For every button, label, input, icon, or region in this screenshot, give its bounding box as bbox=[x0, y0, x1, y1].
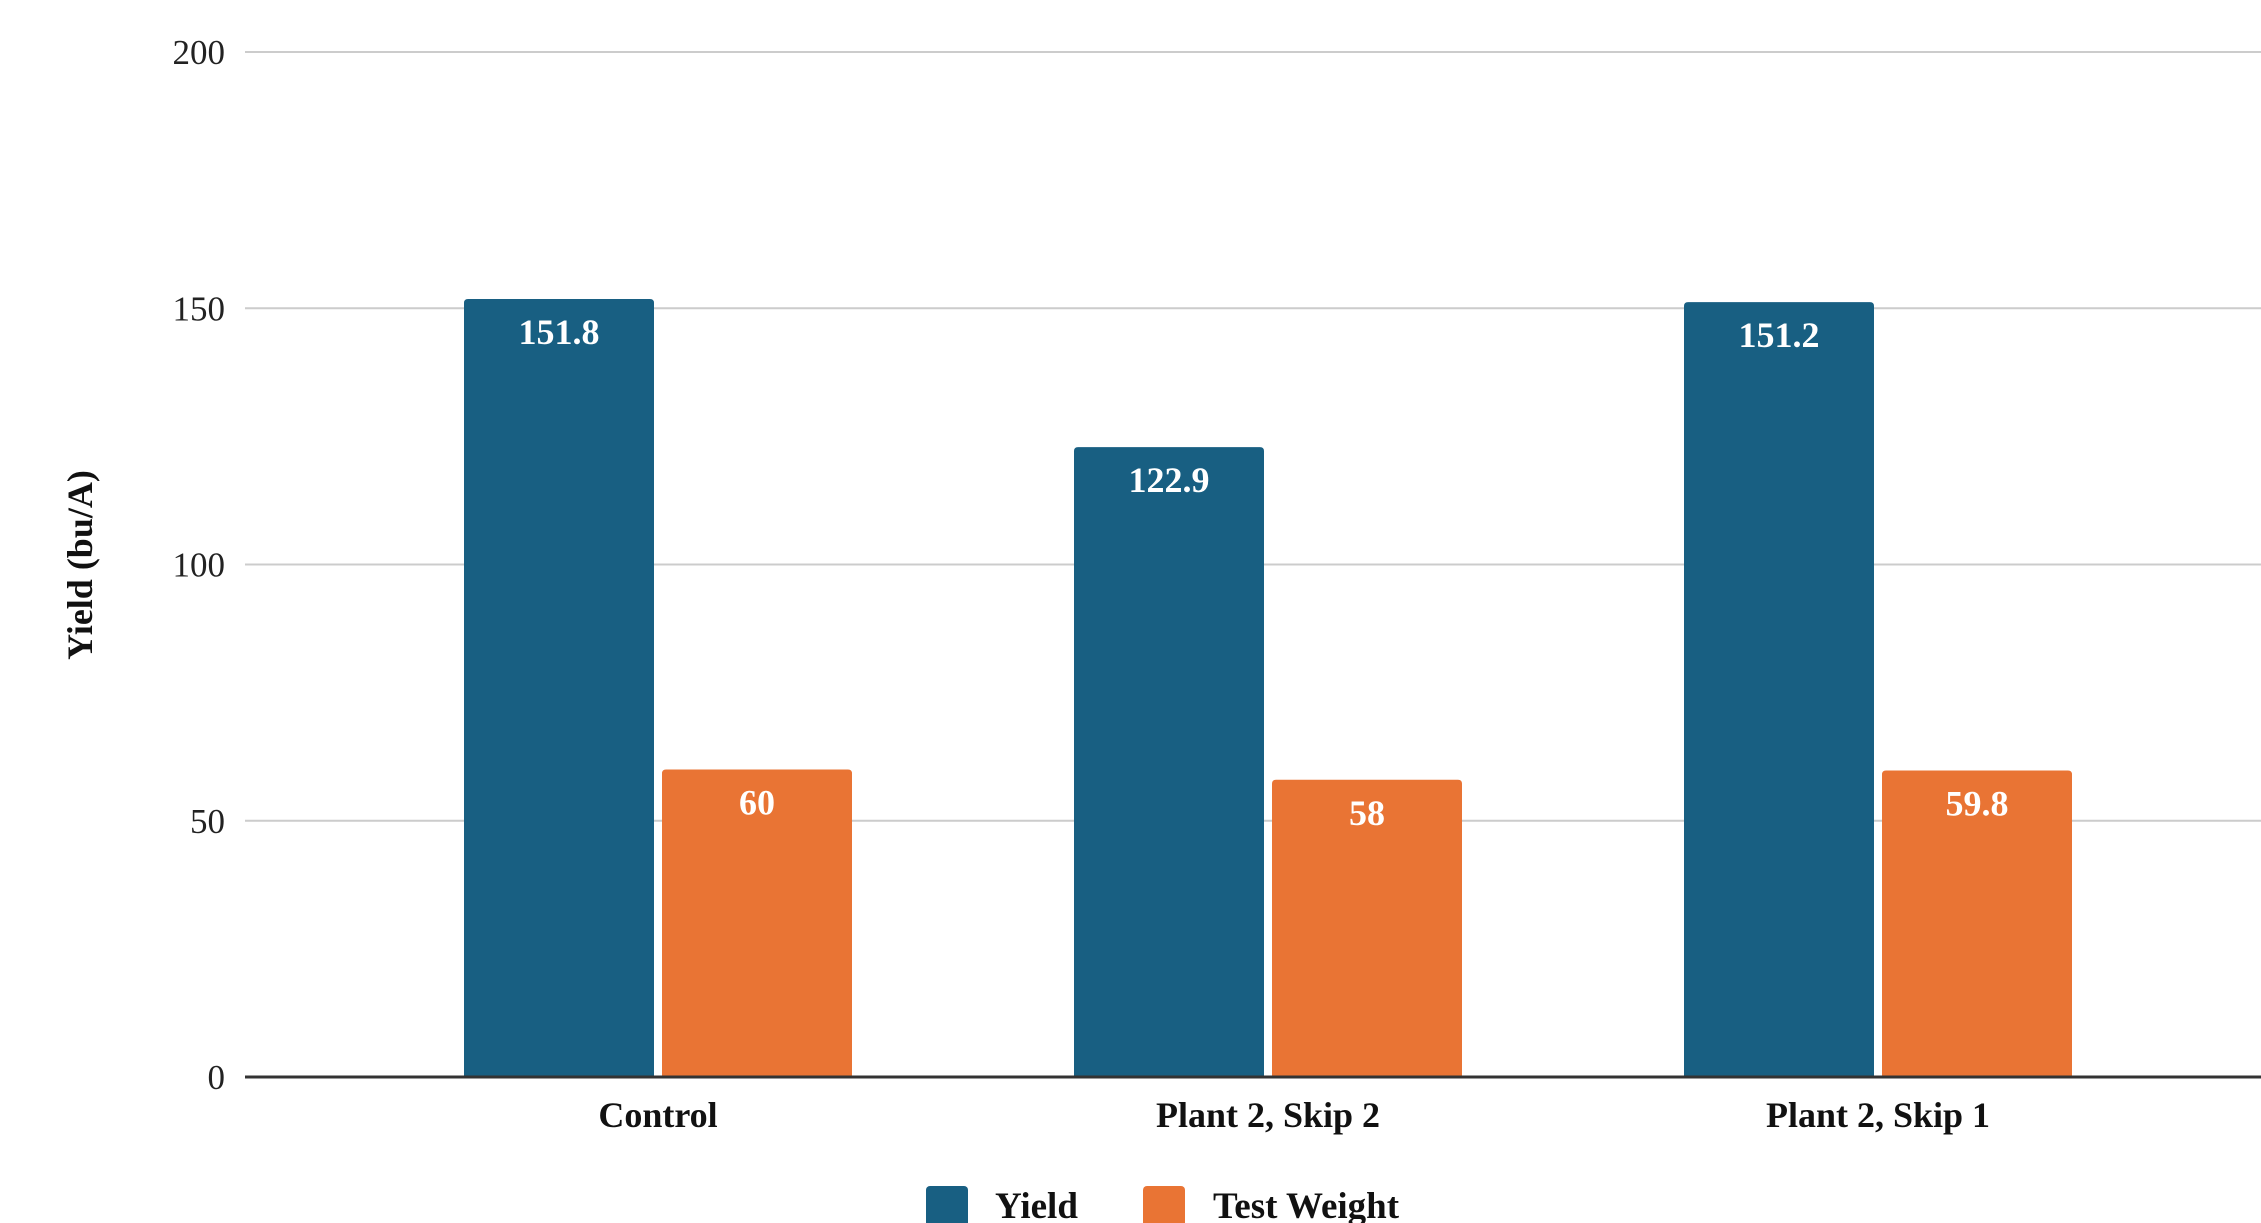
legend-swatch bbox=[926, 1186, 968, 1223]
y-tick-label: 0 bbox=[208, 1058, 226, 1097]
bar-yield bbox=[1074, 447, 1264, 1077]
legend-label: Yield bbox=[995, 1186, 1078, 1223]
bar-test-weight bbox=[1882, 770, 2072, 1077]
bar-yield bbox=[1684, 302, 1874, 1078]
bar-test-weight bbox=[1272, 779, 1462, 1077]
data-label: 122.9 bbox=[1129, 460, 1210, 500]
data-labels: 151.8 60 122.9 58 151.2 59.8 bbox=[519, 312, 2009, 833]
x-axis: Control Plant 2, Skip 2 Plant 2, Skip 1 bbox=[245, 1075, 2261, 1135]
y-axis-ticks: 0 50 100 150 200 bbox=[173, 33, 226, 1097]
data-label: 59.8 bbox=[1946, 784, 2009, 824]
x-category-label: Plant 2, Skip 2 bbox=[1156, 1095, 1380, 1135]
y-tick-label: 50 bbox=[190, 802, 225, 841]
x-category-label: Plant 2, Skip 1 bbox=[1766, 1095, 1990, 1135]
legend-label: Test Weight bbox=[1213, 1186, 1400, 1223]
bar-yield bbox=[464, 299, 654, 1077]
y-tick-label: 150 bbox=[173, 289, 226, 328]
data-label: 60 bbox=[739, 783, 775, 823]
x-category-label: Control bbox=[598, 1095, 717, 1135]
data-label: 58 bbox=[1349, 793, 1385, 833]
y-tick-label: 100 bbox=[173, 546, 226, 585]
bar-test-weight bbox=[662, 769, 852, 1077]
legend: Yield Test Weight bbox=[926, 1186, 1400, 1223]
bars bbox=[464, 299, 2072, 1078]
data-label: 151.8 bbox=[519, 312, 600, 352]
legend-swatch bbox=[1143, 1186, 1185, 1223]
y-axis-title: Yield (bu/A) bbox=[60, 470, 100, 660]
data-label: 151.2 bbox=[1739, 315, 1820, 355]
y-tick-label: 200 bbox=[173, 33, 226, 72]
